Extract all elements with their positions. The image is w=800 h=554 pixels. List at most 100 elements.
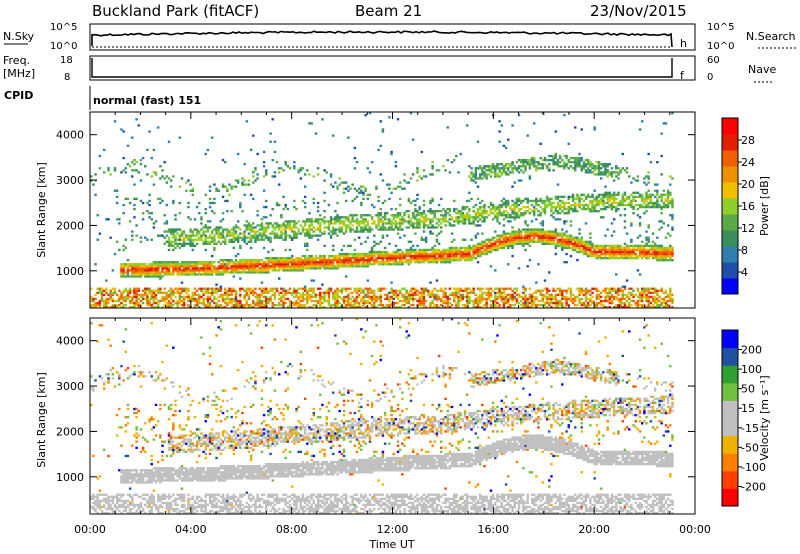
power-cell	[219, 226, 223, 229]
power-cell	[303, 228, 307, 231]
power-cell	[535, 169, 538, 172]
power-cell	[357, 303, 361, 307]
power-cell	[418, 224, 421, 227]
power-cell	[386, 297, 389, 301]
power-cell	[524, 287, 527, 290]
power-cell	[450, 303, 454, 307]
power-cell	[552, 201, 555, 205]
power-cell	[379, 303, 382, 307]
power-cell	[535, 289, 538, 292]
power-cell	[589, 254, 592, 258]
power-cell	[254, 238, 257, 241]
power-cell	[411, 250, 415, 254]
power-cell	[565, 261, 568, 264]
power-cell	[517, 203, 521, 207]
power-cell	[351, 303, 354, 307]
power-cell	[574, 238, 577, 241]
power-cell	[334, 181, 337, 184]
power-cell	[541, 222, 545, 225]
power-cell	[414, 254, 417, 258]
power-cell	[308, 289, 311, 292]
power-cell	[105, 301, 108, 305]
power-cell	[576, 250, 579, 254]
power-cell	[383, 228, 387, 231]
power-cell	[448, 218, 452, 221]
power-cell	[405, 289, 408, 292]
power-cell	[198, 305, 201, 309]
power-cell	[478, 207, 482, 211]
power-cell	[576, 240, 579, 243]
power-cell	[221, 305, 225, 309]
power-cell	[131, 265, 134, 268]
power-cell	[284, 248, 287, 252]
power-cell	[457, 259, 460, 262]
power-cell	[208, 185, 212, 188]
power-cell	[148, 297, 151, 301]
power-cell	[310, 305, 313, 309]
power-cell	[249, 287, 253, 290]
power-cell	[120, 297, 123, 301]
power-cell	[394, 220, 398, 223]
power-cell	[420, 297, 424, 301]
power-cell	[355, 305, 359, 309]
power-cell	[539, 289, 542, 292]
power-cell	[558, 218, 562, 221]
power-cell	[474, 216, 478, 219]
power-cell	[226, 261, 229, 264]
power-cell	[122, 297, 125, 301]
power-cell	[252, 234, 255, 237]
power-cell	[511, 124, 514, 127]
power-cell	[394, 207, 398, 211]
power-cell	[515, 289, 519, 292]
power-cell	[420, 293, 424, 297]
power-cell	[208, 301, 212, 305]
power-cell	[396, 263, 400, 266]
power-cell	[440, 226, 443, 229]
power-cell	[211, 293, 214, 297]
power-cell	[522, 165, 525, 168]
power-cell	[414, 210, 417, 213]
power-cell	[504, 171, 508, 174]
power-cell	[271, 256, 274, 260]
power-cell	[390, 303, 393, 307]
power-cell	[252, 197, 255, 201]
power-cell	[293, 232, 296, 235]
power-cell	[481, 242, 484, 246]
power-cell	[154, 305, 158, 309]
power-cell	[526, 205, 529, 209]
power-cell	[586, 248, 590, 252]
power-cell	[381, 226, 385, 229]
power-cell	[342, 254, 346, 258]
power-cell	[591, 201, 594, 205]
power-cell	[494, 167, 497, 170]
power-cell	[327, 295, 331, 299]
power-cell	[502, 212, 506, 215]
power-cell	[154, 220, 158, 223]
power-cell	[392, 252, 395, 256]
power-cell	[476, 140, 480, 143]
power-cell	[483, 248, 486, 252]
power-cell	[595, 246, 599, 250]
power-cell	[364, 305, 367, 309]
power-cell	[539, 212, 542, 215]
power-cell	[586, 244, 590, 248]
power-cell	[485, 299, 488, 303]
power-cell	[332, 295, 335, 299]
power-cell	[509, 240, 512, 243]
power-cell	[481, 295, 484, 299]
power-cell	[468, 287, 471, 290]
power-cell	[325, 267, 328, 270]
power-cell	[122, 305, 125, 309]
power-cell	[217, 289, 220, 292]
power-cell	[550, 301, 553, 305]
power-cell	[306, 232, 309, 235]
power-cell	[511, 203, 514, 207]
power-cell	[310, 228, 313, 231]
power-cell	[364, 214, 367, 217]
power-cell	[226, 232, 229, 235]
power-cell	[496, 246, 499, 250]
power-cell	[496, 173, 499, 176]
power-cell	[284, 261, 287, 264]
power-cell	[275, 303, 279, 307]
power-cell	[366, 299, 370, 303]
